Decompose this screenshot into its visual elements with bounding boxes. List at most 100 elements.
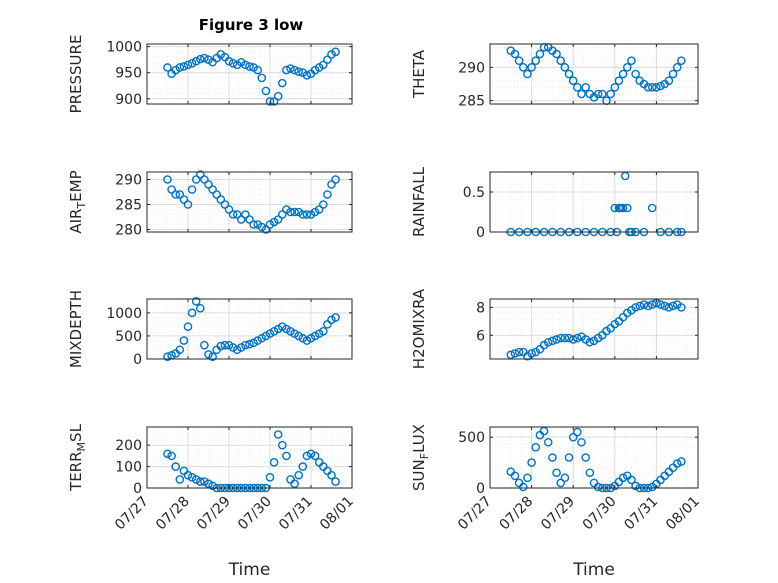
y-tick-label: 285 bbox=[458, 94, 485, 110]
data-point bbox=[245, 215, 254, 224]
data-point bbox=[556, 56, 566, 65]
figure-title: Figure 3 low bbox=[199, 16, 304, 34]
y-axis-label: MIXDEPTH bbox=[67, 290, 85, 368]
data-point bbox=[323, 190, 332, 199]
data-point bbox=[216, 341, 226, 351]
data-point bbox=[656, 81, 665, 91]
data-point bbox=[568, 335, 578, 344]
data-point bbox=[187, 185, 197, 194]
data-point bbox=[331, 313, 340, 322]
data-point bbox=[606, 89, 615, 99]
data-point bbox=[331, 175, 340, 184]
data-point bbox=[677, 457, 686, 466]
data-point bbox=[643, 301, 653, 311]
data-point bbox=[618, 203, 628, 213]
data-point bbox=[635, 301, 645, 311]
axes-frame bbox=[146, 43, 353, 105]
data-point bbox=[224, 205, 234, 214]
data-point bbox=[647, 83, 657, 92]
axes-frame bbox=[489, 43, 699, 105]
data-point bbox=[282, 451, 291, 461]
subplot-h2omixra: 6 8 H2OMIXRA bbox=[410, 288, 699, 369]
data-point bbox=[273, 215, 283, 224]
data-point bbox=[200, 175, 209, 184]
data-point bbox=[265, 97, 275, 106]
data-point bbox=[598, 89, 607, 99]
data-point bbox=[531, 443, 541, 452]
y-tick-label: 500 bbox=[458, 430, 485, 446]
data-point bbox=[236, 215, 246, 224]
data-point bbox=[314, 205, 324, 214]
y-tick-label: 0 bbox=[133, 352, 142, 368]
data-point bbox=[514, 56, 524, 65]
data-point bbox=[618, 69, 628, 79]
data-point bbox=[552, 335, 561, 344]
data-point bbox=[647, 203, 657, 213]
data-point bbox=[290, 207, 299, 217]
data-point bbox=[163, 63, 172, 72]
data-point bbox=[318, 60, 328, 70]
data-point bbox=[672, 459, 682, 468]
y-tick-label: 0.5 bbox=[463, 185, 485, 201]
y-axis-label: TERRMSL bbox=[67, 423, 88, 492]
y-axis-label: RAINFALL bbox=[410, 166, 428, 237]
data-point bbox=[179, 336, 189, 345]
data-point bbox=[581, 453, 590, 462]
data-point bbox=[527, 458, 536, 467]
data-point bbox=[191, 475, 201, 484]
data-point bbox=[163, 175, 172, 184]
data-point bbox=[564, 69, 574, 79]
data-point bbox=[273, 430, 283, 439]
y-axis-label: H2OMIXRA bbox=[410, 288, 428, 369]
subplot-theta: 285 290 THETA bbox=[410, 43, 699, 110]
data-point bbox=[257, 73, 267, 83]
data-point bbox=[631, 481, 640, 491]
data-point bbox=[523, 69, 532, 79]
data-point bbox=[548, 336, 557, 346]
data-point bbox=[647, 300, 657, 309]
data-point bbox=[573, 83, 582, 92]
data-point bbox=[652, 83, 661, 92]
data-point bbox=[277, 440, 287, 450]
data-point bbox=[286, 64, 295, 73]
data-point bbox=[677, 56, 686, 65]
data-point bbox=[228, 210, 238, 219]
data-point bbox=[627, 56, 636, 65]
data-point bbox=[672, 63, 682, 72]
y-tick-label: 6 bbox=[476, 328, 485, 344]
data-point bbox=[163, 352, 172, 361]
y-tick-label: 8 bbox=[476, 300, 485, 316]
data-point bbox=[269, 458, 279, 467]
data-point bbox=[323, 55, 332, 64]
data-point bbox=[294, 67, 304, 76]
data-point bbox=[253, 65, 263, 75]
data-point bbox=[249, 220, 258, 229]
data-point bbox=[187, 308, 197, 318]
data-point bbox=[573, 333, 582, 343]
data-point bbox=[560, 473, 570, 483]
y-tick-label: 280 bbox=[115, 223, 142, 239]
axes-frame bbox=[489, 298, 699, 360]
data-point bbox=[518, 482, 528, 492]
data-point bbox=[627, 475, 636, 485]
data-point bbox=[331, 477, 340, 486]
data-point bbox=[187, 59, 197, 68]
data-point bbox=[208, 352, 217, 361]
data-point bbox=[191, 175, 201, 184]
axes-frame bbox=[146, 171, 353, 233]
data-point bbox=[294, 470, 304, 480]
axes-frame bbox=[146, 426, 353, 489]
data-point bbox=[677, 303, 686, 312]
data-point bbox=[668, 301, 678, 311]
x-axis-label: Time bbox=[228, 560, 271, 580]
data-point bbox=[261, 86, 271, 96]
data-point bbox=[593, 89, 603, 99]
data-point bbox=[560, 63, 570, 72]
data-point bbox=[510, 471, 520, 481]
y-tick-label: 950 bbox=[115, 66, 142, 82]
data-point bbox=[241, 340, 250, 350]
y-tick-label: 290 bbox=[115, 173, 142, 189]
data-point bbox=[241, 210, 250, 219]
data-point bbox=[318, 200, 328, 209]
